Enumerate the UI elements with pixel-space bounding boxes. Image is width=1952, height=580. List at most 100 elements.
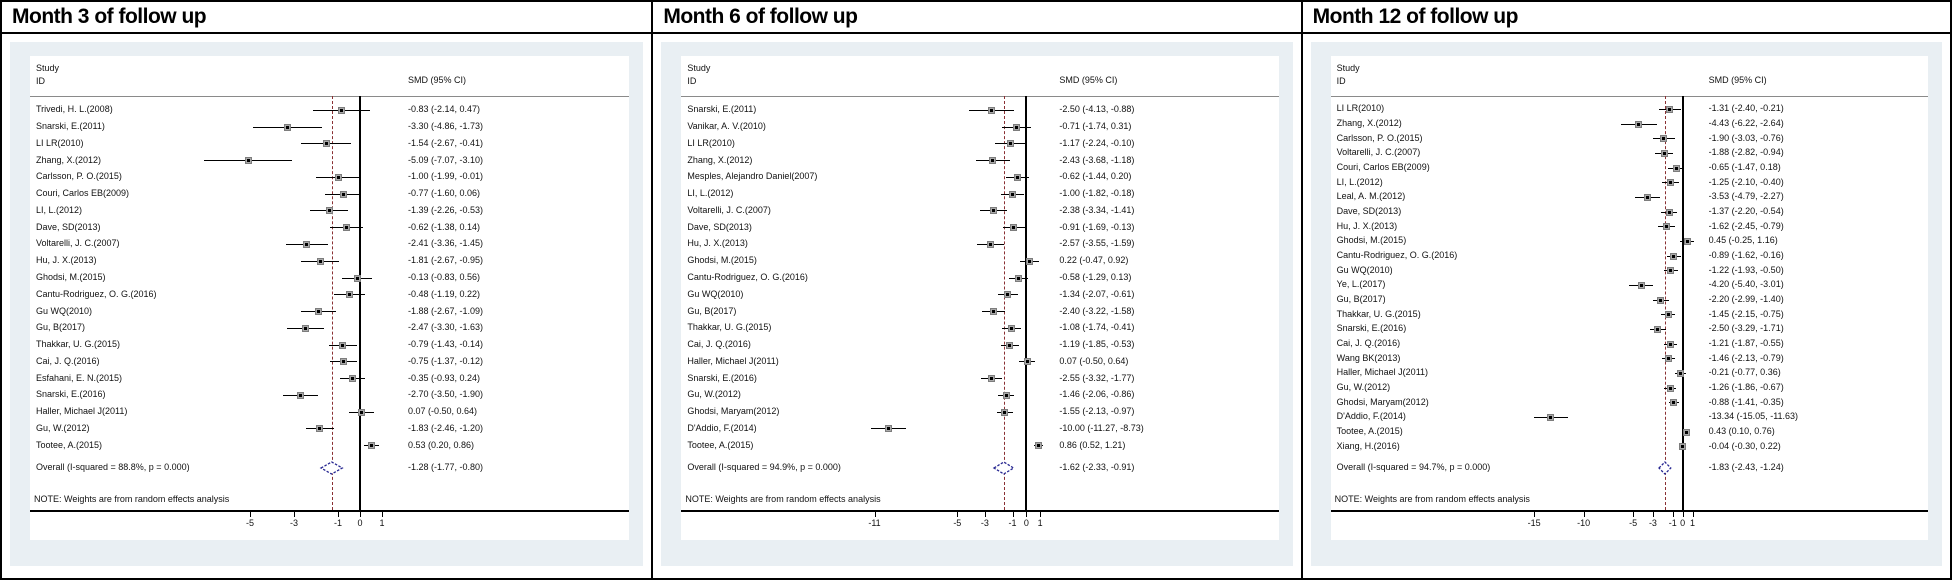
x-axis-tick-label: 0 (1680, 518, 1686, 528)
study-id-label: Ye, L.(2017) (1336, 279, 1386, 290)
panel-title: Month 6 of follow up (653, 2, 1301, 34)
plot-background: Study ID SMD (95% CI) NOTE: Weights are … (1310, 42, 1942, 566)
study-id-label: Gu, B(2017) (36, 322, 86, 333)
panel-title: Month 12 of follow up (1302, 2, 1950, 34)
effect-size-point (305, 242, 309, 246)
smd-ci-value: -2.41 (-3.36, -1.45) (408, 238, 484, 249)
x-axis-tick (1672, 512, 1674, 517)
study-id-label: Thakkar, U. G.(2015) (36, 339, 121, 350)
smd-ci-value: -1.19 (-1.85, -0.53) (1059, 339, 1135, 350)
smd-ci-value: -1.46 (-2.06, -0.86) (1059, 389, 1135, 400)
smd-ci-value: 0.86 (0.52, 1.21) (1059, 439, 1126, 450)
random-effects-note: NOTE: Weights are from random effects an… (685, 494, 881, 504)
effect-size-point (1669, 342, 1673, 346)
x-axis-tick-label: 1 (1037, 518, 1043, 528)
study-id-label: Leal, A. M.(2012) (1336, 191, 1406, 202)
smd-ci-value: -0.91 (-1.69, -0.13) (1059, 221, 1135, 232)
smd-ci-value: -3.53 (-4.79, -2.27) (1708, 191, 1784, 202)
study-id-label: LI, L.(2012) (687, 188, 734, 199)
study-id-label: Carlsson, P. O.(2015) (1336, 132, 1423, 143)
plot-background: Study ID SMD (95% CI) NOTE: Weights are … (661, 42, 1293, 566)
study-id-label: D'Addio, F.(2014) (1336, 411, 1406, 422)
smd-ci-value: -0.62 (-1.44, 0.20) (1059, 171, 1132, 182)
x-axis-tick-label: -5 (953, 518, 962, 528)
forest-plot-area: Study ID SMD (95% CI) NOTE: Weights are … (1330, 56, 1928, 540)
study-id-label: Couri, Carlos EB(2009) (36, 188, 130, 199)
effect-size-point (336, 175, 340, 179)
study-id-label: Voltarelli, J. C.(2007) (1336, 147, 1421, 158)
effect-size-point (989, 377, 993, 381)
smd-ci-value: -13.34 (-15.05, -11.63) (1708, 411, 1799, 422)
smd-ci-value: 0.45 (-0.25, 1.16) (1708, 235, 1778, 246)
x-axis-tick (1692, 512, 1694, 517)
zero-reference-line (1681, 96, 1684, 510)
effect-size-point (342, 360, 345, 364)
effect-size-point (1679, 371, 1683, 375)
study-id-label: Gu WQ(2010) (687, 288, 744, 299)
study-id-label: Tootee, A.(2015) (687, 439, 754, 450)
effect-size-point (991, 209, 995, 213)
x-axis-tick (1633, 512, 1635, 517)
x-axis-line (30, 510, 630, 512)
smd-ci-value: -1.08 (-1.74, -0.41) (1059, 322, 1135, 333)
study-id-label: Snarski, E.(2011) (687, 104, 757, 115)
x-axis-line (681, 510, 1279, 512)
study-id-label: LI LR(2010) (1336, 103, 1385, 114)
study-id-label: Zhang, X.(2012) (1336, 118, 1402, 128)
study-id-label: Ghodsi, M.(2015) (687, 255, 757, 266)
effect-size-point (285, 125, 289, 129)
x-axis-tick (1534, 512, 1536, 517)
effect-size-point (1646, 195, 1650, 199)
study-id-label: Haller, Michael J(2011) (36, 406, 128, 417)
effect-size-point (360, 410, 364, 414)
effect-size-point (1016, 276, 1020, 280)
effect-size-point (1674, 166, 1678, 170)
smd-ci-value: -1.00 (-1.82, -0.18) (1059, 188, 1135, 199)
smd-ci-value: -0.35 (-0.93, 0.24) (408, 372, 481, 383)
study-id-label: Thakkar, U. G.(2015) (687, 322, 772, 333)
study-id-label: Gu, W.(2012) (1336, 382, 1391, 392)
study-id-label: LI, L.(2012) (1336, 176, 1383, 187)
study-id-label: Haller, Michael J(2011) (687, 355, 779, 366)
smd-ci-value: -4.20 (-5.40, -3.01) (1708, 279, 1784, 290)
smd-ci-value: 0.07 (-0.50, 0.64) (1059, 355, 1129, 366)
study-id-label: D'Addio, F.(2014) (687, 422, 757, 433)
effect-size-point (991, 310, 995, 314)
smd-ci-value: -1.31 (-2.40, -0.21) (1708, 103, 1784, 114)
smd-ci-value: -1.83 (-2.46, -1.20) (408, 422, 484, 433)
study-id-label: Snarski, E.(2016) (1336, 323, 1407, 334)
smd-ci-value: -0.75 (-1.37, -0.12) (408, 355, 484, 366)
smd-ci-value: -0.48 (-1.19, 0.22) (408, 288, 481, 299)
smd-ci-value: 0.43 (0.10, 0.76) (1708, 426, 1775, 436)
forest-plot-area: Study ID SMD (95% CI) NOTE: Weights are … (30, 56, 630, 540)
effect-size-point (1668, 386, 1672, 390)
effect-size-point (1666, 357, 1670, 361)
effect-size-point (1685, 239, 1689, 243)
smd-ci-value: -2.57 (-3.55, -1.59) (1059, 238, 1135, 249)
x-axis-line (1330, 510, 1928, 512)
x-axis-tick-label: -10 (1577, 518, 1591, 528)
smd-ci-value: -3.30 (-4.86, -1.73) (408, 121, 484, 132)
x-axis-tick-label: -3 (1648, 518, 1657, 528)
effect-size-point (318, 427, 322, 431)
study-id-label: LI, L.(2012) (36, 204, 83, 215)
effect-size-point (1672, 254, 1676, 258)
smd-ci-value: -2.55 (-3.32, -1.77) (1059, 372, 1135, 383)
study-id-label: Tootee, A.(2015) (1336, 426, 1403, 436)
effect-size-point (1672, 401, 1676, 405)
study-id-label: Gu, B(2017) (1336, 294, 1386, 304)
overall-diamond (1657, 461, 1672, 475)
study-id-label: Voltarelli, J. C.(2007) (687, 204, 771, 215)
effect-size-point (1680, 445, 1684, 449)
study-id-label: Cai, J. Q.(2016) (1336, 338, 1401, 348)
effect-size-point (1016, 175, 1020, 179)
effect-size-point (350, 377, 354, 381)
smd-ci-value: -0.04 (-0.30, 0.22) (1708, 440, 1781, 451)
effect-size-point (1027, 259, 1031, 263)
smd-ci-value: 0.07 (-0.50, 0.64) (408, 406, 478, 417)
smd-ci-value: -2.40 (-3.22, -1.58) (1059, 305, 1135, 316)
x-axis-tick-label: -15 (1527, 518, 1541, 528)
smd-ci-value: -0.21 (-0.77, 0.36) (1708, 367, 1781, 378)
study-id-label: Mesples, Alejandro Daniel(2007) (687, 171, 818, 182)
